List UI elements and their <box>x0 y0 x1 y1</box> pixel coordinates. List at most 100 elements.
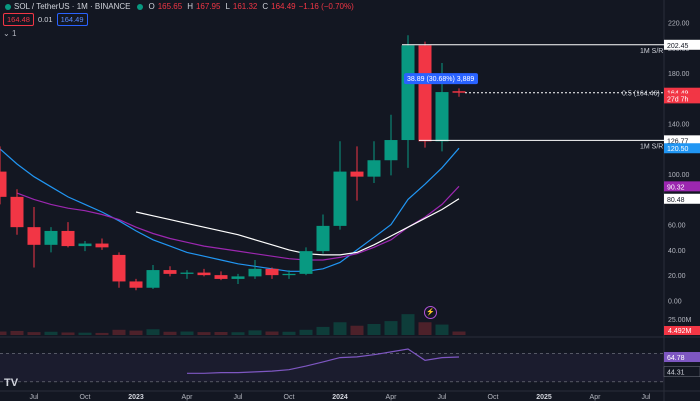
volume-bar <box>333 322 347 335</box>
change-value: −1.16 (−0.70%) <box>298 2 354 11</box>
volume-bar <box>282 331 296 335</box>
sr-label-bottom: 1M S/R <box>640 143 663 150</box>
price-badge-bg <box>664 39 700 50</box>
candle-body <box>163 270 177 274</box>
volume-bar <box>231 332 245 335</box>
price-badge: 126.77 <box>667 138 689 145</box>
candle-body <box>44 230 58 245</box>
live-status-icon <box>137 3 144 10</box>
price-badge-bg <box>664 143 700 154</box>
spread-value: 0.01 <box>37 15 53 24</box>
volume-bar <box>95 332 109 335</box>
candle-body <box>129 281 143 288</box>
candle-body <box>333 171 347 226</box>
time-axis-label: 2025 <box>536 394 552 401</box>
candle-body <box>214 275 228 279</box>
candle-body <box>10 196 24 228</box>
indicator-row[interactable]: ⌄ 1 <box>3 29 16 38</box>
time-axis-label: Jul <box>642 394 651 401</box>
open-value: 165.65 <box>157 2 183 11</box>
rsi-badge-bg <box>664 352 700 363</box>
candle-body <box>316 225 330 252</box>
chevron-down-icon[interactable]: ⌄ <box>3 29 10 38</box>
volume-badge-bg <box>664 326 700 335</box>
time-axis-label: Jul <box>438 394 447 401</box>
fib-label: 0.5 (164.46) <box>622 91 660 98</box>
volume-bar <box>299 329 313 335</box>
price-tick-label: 0.00 <box>668 298 682 305</box>
ema-line <box>0 147 460 272</box>
tradingview-logo[interactable]: TV <box>4 377 19 389</box>
candle-body <box>384 140 398 161</box>
price-badge: 120.50 <box>667 146 689 153</box>
volume-badge: 4.492M <box>668 328 692 335</box>
candle-body <box>299 251 313 274</box>
price-tick-label: 180.00 <box>668 71 690 78</box>
ema-line <box>135 198 460 256</box>
time-axis-label: 2024 <box>332 394 348 401</box>
rsi-pane <box>0 348 664 383</box>
high-value: 167.95 <box>195 2 221 11</box>
price-tick-label: 60.00 <box>668 223 686 230</box>
candle-body <box>265 268 279 276</box>
volume-bar <box>350 325 364 335</box>
price-tick-label: 40.00 <box>668 248 686 255</box>
candle-body <box>435 92 449 142</box>
candle-body <box>146 270 160 288</box>
volume-bar <box>61 332 75 335</box>
candle-body <box>282 273 296 276</box>
candle-body <box>0 171 7 197</box>
range-measure-label: 38.89 (30.68%) 3,889 <box>407 76 474 83</box>
symbol-title[interactable]: SOL / TetherUS · 1M · BINANCE <box>14 2 131 11</box>
time-axis-label: Jul <box>30 394 39 401</box>
volume-bar <box>146 329 160 335</box>
candle-body <box>197 272 211 276</box>
volume-bar <box>248 330 262 335</box>
range-measure-bg <box>404 73 478 85</box>
rsi-band <box>0 353 664 382</box>
time-axis-label: Apr <box>182 394 194 401</box>
price-tick-label: 140.00 <box>668 122 690 129</box>
volume-bar <box>44 331 58 335</box>
candle-body <box>248 268 262 277</box>
rsi-line <box>187 348 460 374</box>
time-axis-label: 2023 <box>128 394 144 401</box>
price-badge: 90.32 <box>667 184 685 191</box>
price-badge-bg <box>664 193 700 204</box>
volume-bar <box>27 332 41 335</box>
volume-bar <box>112 329 126 335</box>
rsi-badge-bg <box>663 366 700 377</box>
volume-axis-label: 25.00M <box>668 317 692 324</box>
candle-body <box>95 243 109 248</box>
axes: 220.00200.00180.00160.00140.00120.00100.… <box>30 21 692 401</box>
sell-button[interactable]: 164.48 <box>3 13 34 26</box>
lightning-icon[interactable]: ⚡ <box>424 306 437 319</box>
candle-body <box>350 171 364 177</box>
volume-bars <box>0 314 466 335</box>
candle-body <box>78 243 92 247</box>
sr-levels: 1M S/R 1M S/R 0.5 (164.46) 38.89 (30.68%) 3… <box>402 44 664 150</box>
time-axis-label: Jul <box>234 394 243 401</box>
candle-body <box>367 160 381 177</box>
candle-body <box>180 272 194 274</box>
price-badge: 80.48 <box>667 197 685 204</box>
ema-line <box>16 185 460 261</box>
volume-bar <box>435 324 449 335</box>
buy-button[interactable]: 164.49 <box>56 13 88 26</box>
candle-body <box>401 45 415 141</box>
time-axis-label: Oct <box>80 394 91 401</box>
candlesticks <box>0 35 466 291</box>
close-label: C <box>262 2 269 11</box>
volume-bar <box>78 332 92 335</box>
volume-bar <box>197 332 211 335</box>
volume-bar <box>316 326 330 335</box>
volume-bar <box>384 321 398 335</box>
low-value: 161.32 <box>232 2 258 11</box>
volume-bar <box>10 330 24 335</box>
candle-body <box>418 45 432 142</box>
time-axis-label: Apr <box>590 394 602 401</box>
